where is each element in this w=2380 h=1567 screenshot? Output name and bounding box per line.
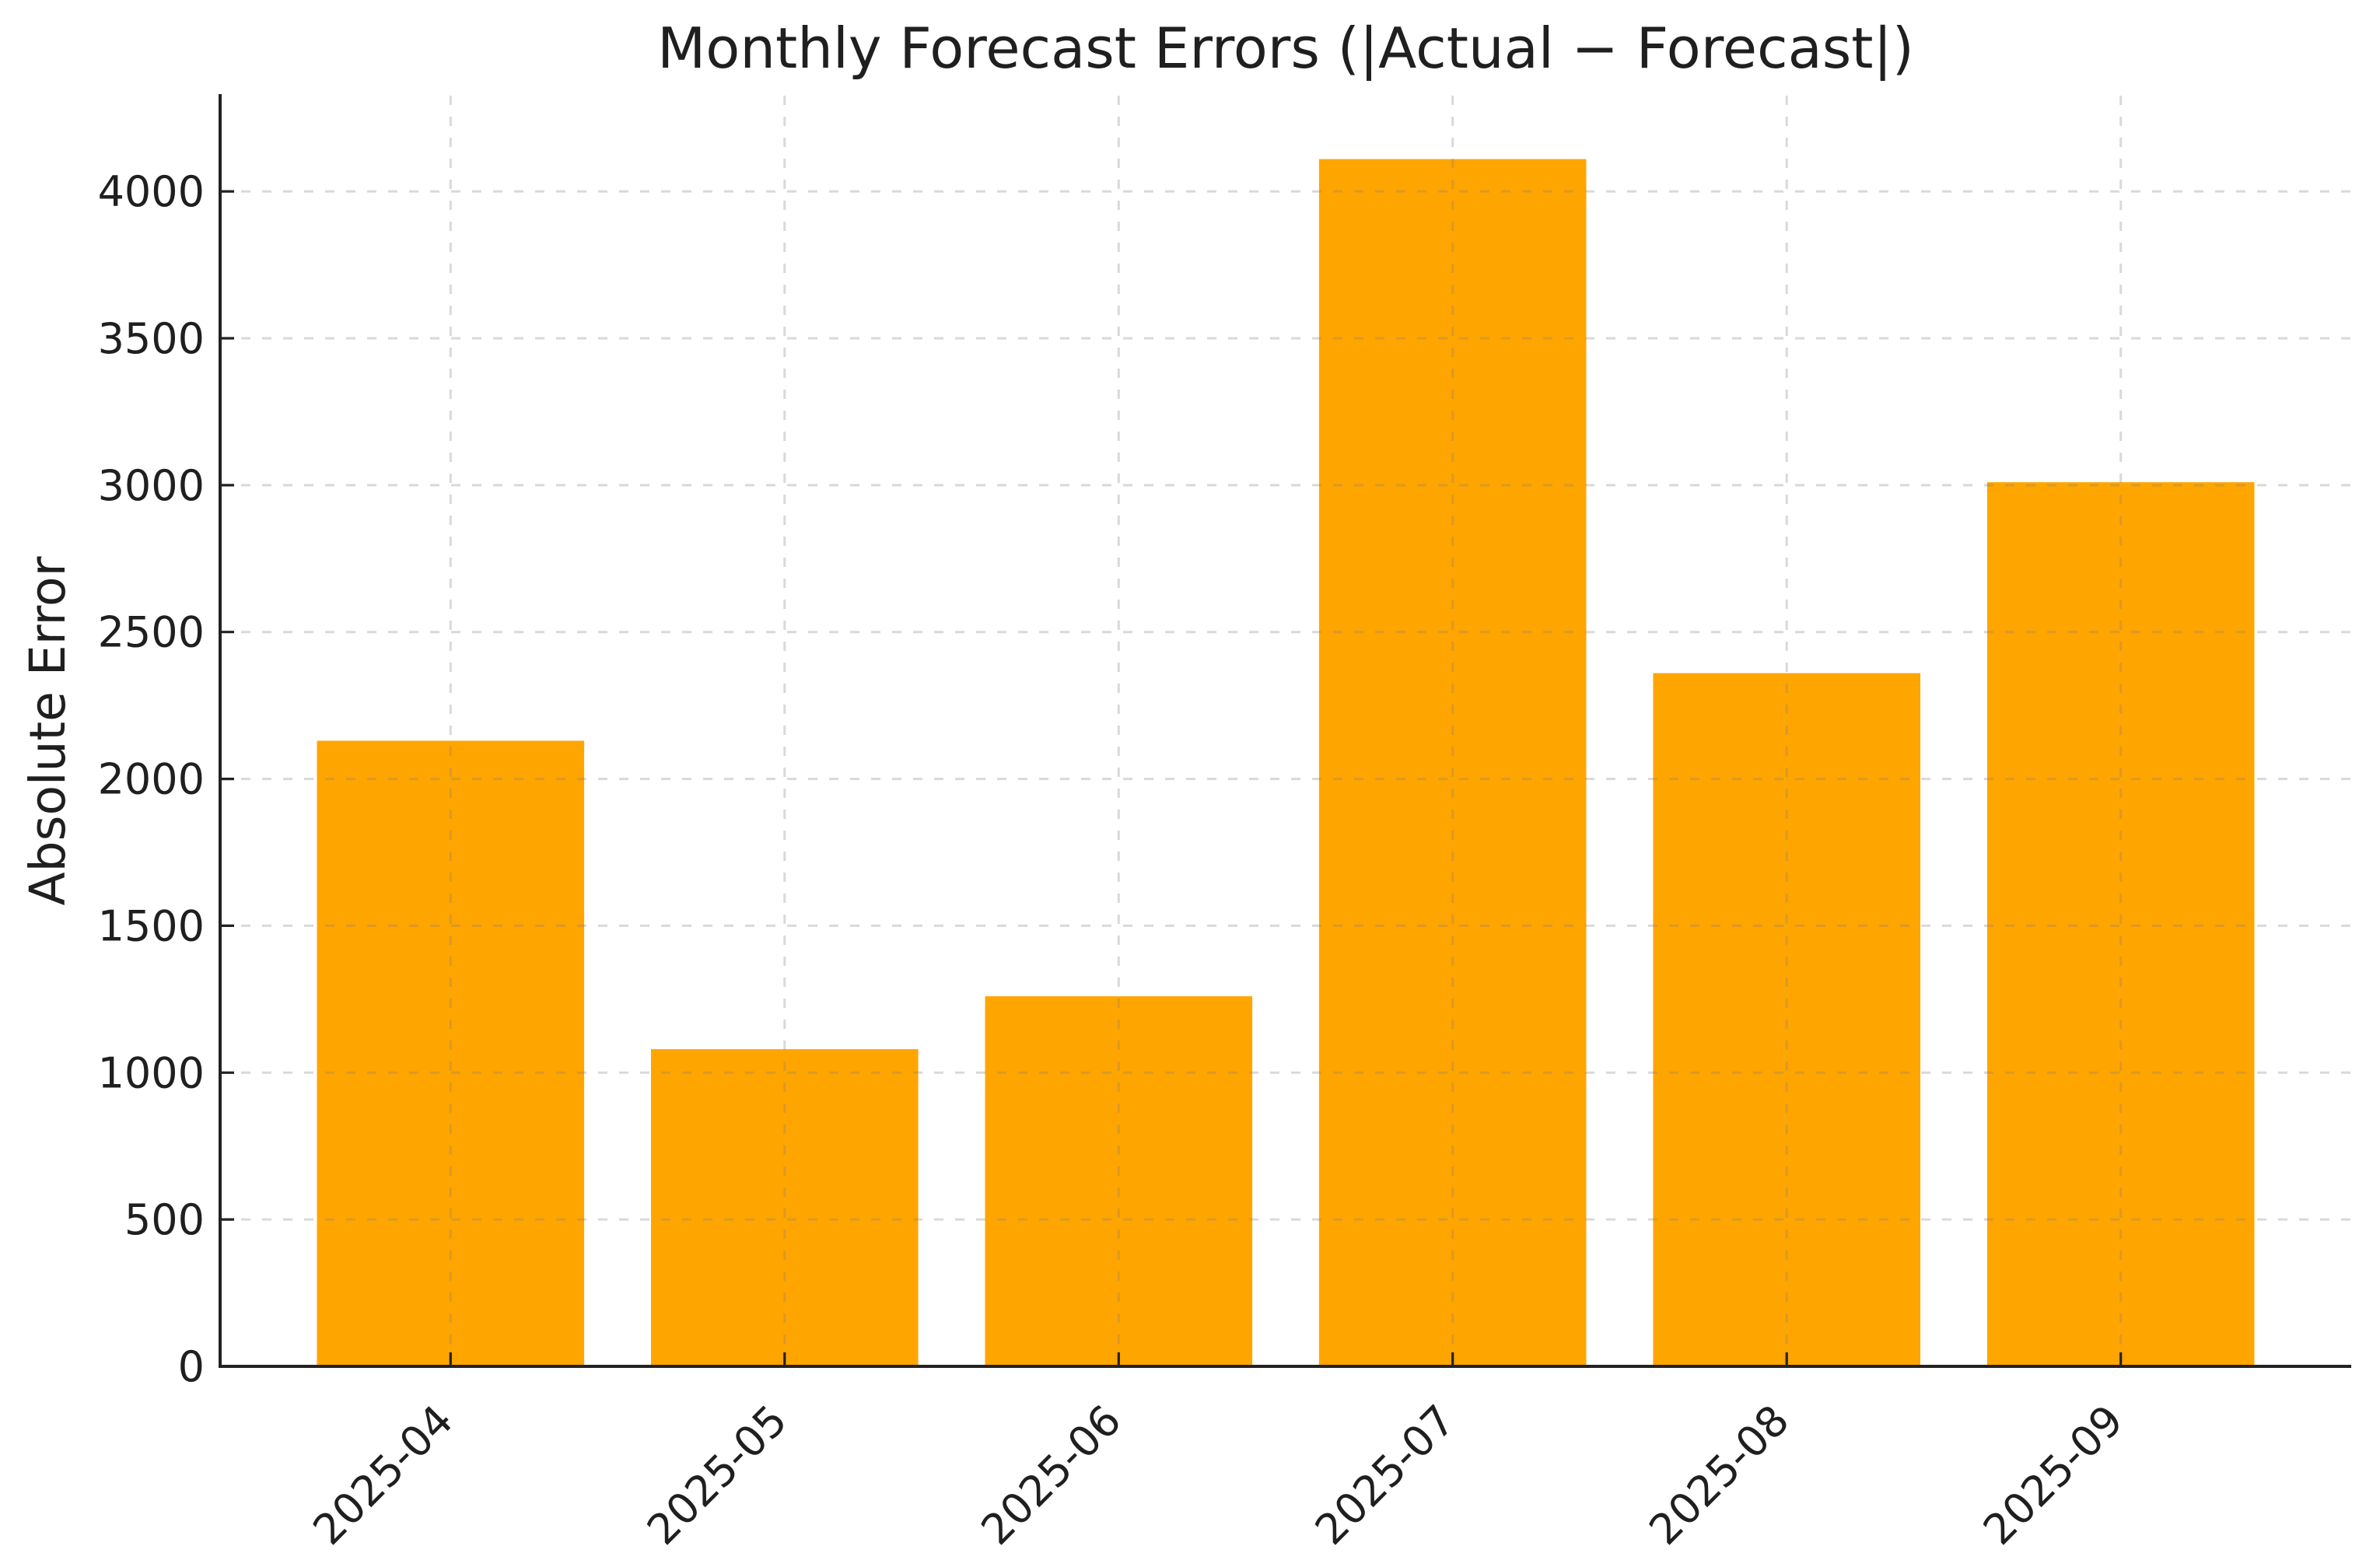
y-tick-label-4000: 4000: [98, 167, 205, 216]
chart-title: Monthly Forecast Errors (|Actual − Forec…: [657, 16, 1914, 82]
bar-2025-08: [1653, 673, 1920, 1366]
y-tick-label-3000: 3000: [98, 461, 205, 510]
y-tick-label-0: 0: [178, 1342, 205, 1391]
bars-group: [317, 159, 2255, 1367]
bar-2025-06: [985, 996, 1253, 1366]
y-tick-label-1000: 1000: [98, 1048, 205, 1097]
y-tick-label-2500: 2500: [98, 608, 205, 657]
x-tick-label-2025-09: 2025-09: [1974, 1396, 2133, 1555]
x-tick-label-2025-08: 2025-08: [1640, 1396, 1798, 1555]
x-tick-label-2025-06: 2025-06: [971, 1396, 1130, 1555]
y-tick-label-1500: 1500: [98, 901, 205, 950]
bar-2025-07: [1318, 159, 1587, 1367]
y-tick-label-500: 500: [124, 1195, 205, 1244]
y-ticks-group: 0 500 1000 1500 2000 2500 3000 3500 4000: [98, 167, 234, 1391]
x-tick-label-2025-07: 2025-07: [1306, 1396, 1465, 1555]
y-axis-label: Absolute Error: [19, 556, 76, 905]
x-ticks-group: 2025-04 2025-05 2025-06 2025-07 2025-08 2025-…: [303, 1352, 2133, 1555]
x-tick-label-2025-05: 2025-05: [638, 1396, 796, 1555]
y-tick-label-3500: 3500: [98, 314, 205, 363]
gridlines-group: [220, 96, 2351, 1368]
bar-2025-04: [317, 740, 585, 1366]
y-tick-label-2000: 2000: [98, 755, 205, 804]
bar-2025-05: [651, 1049, 919, 1366]
bar-2025-09: [1986, 482, 2255, 1366]
x-tick-label-2025-04: 2025-04: [303, 1396, 462, 1555]
